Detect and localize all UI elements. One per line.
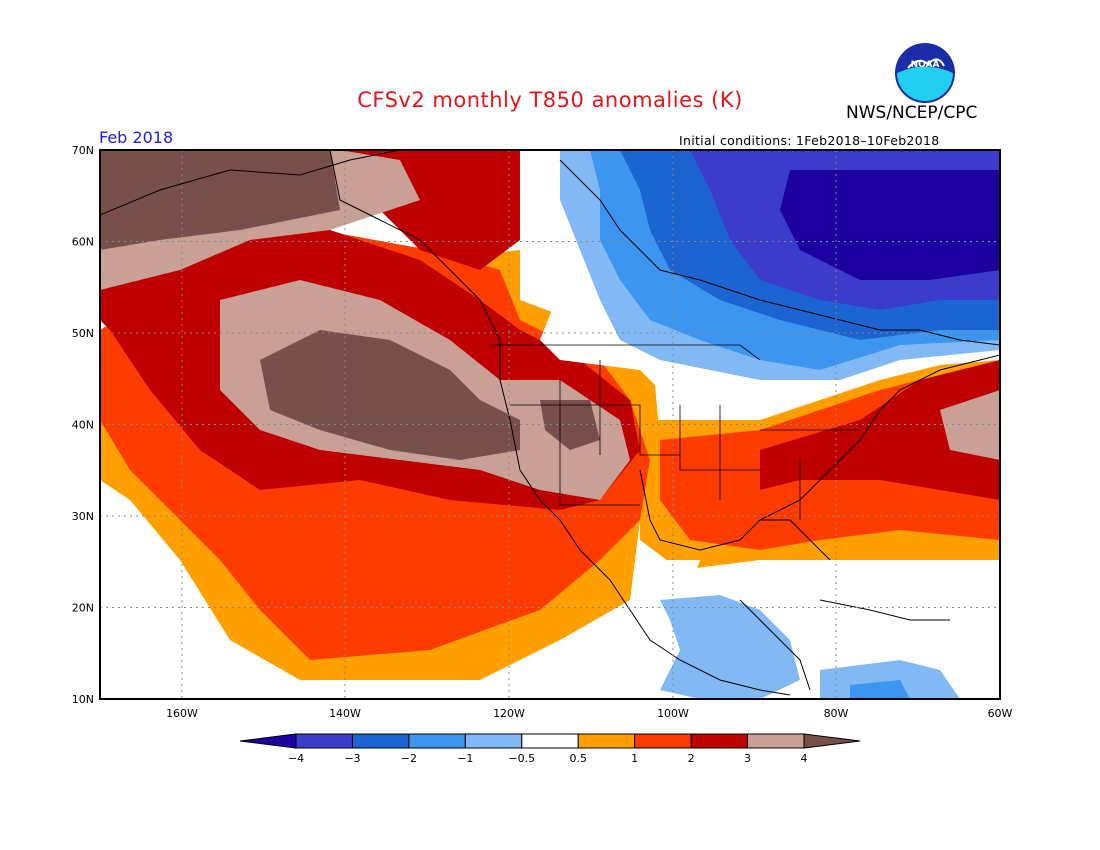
- lat-label: 20N: [72, 602, 94, 615]
- initial-conditions: Initial conditions: 1Feb2018–10Feb2018: [679, 133, 940, 148]
- forecast-period: Feb 2018: [99, 128, 174, 147]
- colorbar-label: 1: [631, 752, 638, 765]
- colorbar-swatch: [747, 733, 805, 749]
- lon-label: 120W: [493, 707, 525, 720]
- colorbar-end-high: [803, 733, 861, 749]
- lat-label: 30N: [72, 510, 94, 523]
- colorbar-swatch: [408, 733, 466, 749]
- colorbar-label: −1: [457, 752, 473, 765]
- colorbar-swatch: [690, 733, 749, 749]
- lon-label: 80W: [824, 707, 849, 720]
- colorbar-label: 4: [801, 752, 808, 765]
- lat-label: 60N: [72, 236, 94, 249]
- lat-label: 50N: [72, 327, 94, 340]
- colorbar-label: −4: [288, 752, 304, 765]
- noaa-logo-text: NOAA: [911, 60, 940, 70]
- colorbar-swatch: [351, 733, 410, 749]
- noaa-logo: NOAA: [895, 43, 955, 103]
- state-borders: [490, 344, 860, 520]
- colorbar-swatch: [464, 733, 523, 749]
- lon-label: 160W: [166, 707, 198, 720]
- colorbar-swatch: [634, 733, 692, 749]
- colorbar-label: −0.5: [508, 752, 535, 765]
- lat-label: 70N: [72, 144, 94, 157]
- colorbar-swatch: [521, 733, 579, 749]
- map-frame: [99, 149, 1001, 700]
- lon-label: 100W: [657, 707, 689, 720]
- lon-label: 140W: [329, 707, 361, 720]
- colorbar-swatch: [577, 733, 636, 749]
- colorbar: −4 −3 −2 −1 −0.5 0.5 1 2 3 4: [239, 733, 861, 765]
- colorbar-label: −3: [344, 752, 360, 765]
- lat-labels: 70N 60N 50N 40N 30N 20N 10N: [72, 144, 94, 706]
- org-label: NWS/NCEP/CPC: [846, 103, 978, 123]
- chart-title: CFSv2 monthly T850 anomalies (K): [357, 88, 743, 112]
- colorbar-label: 0.5: [569, 752, 587, 765]
- colorbar-label: 3: [744, 752, 751, 765]
- gridlines: [100, 150, 1000, 699]
- lat-label: 40N: [72, 419, 94, 432]
- lat-label: 10N: [72, 693, 94, 706]
- colorbar-swatch: [295, 733, 353, 749]
- colorbar-label: −2: [401, 752, 417, 765]
- lon-labels: 160W 140W 120W 100W 80W 60W: [166, 707, 1012, 720]
- lon-label: 60W: [988, 707, 1013, 720]
- colorbar-label: 2: [688, 752, 695, 765]
- colorbar-end-low: [239, 733, 297, 749]
